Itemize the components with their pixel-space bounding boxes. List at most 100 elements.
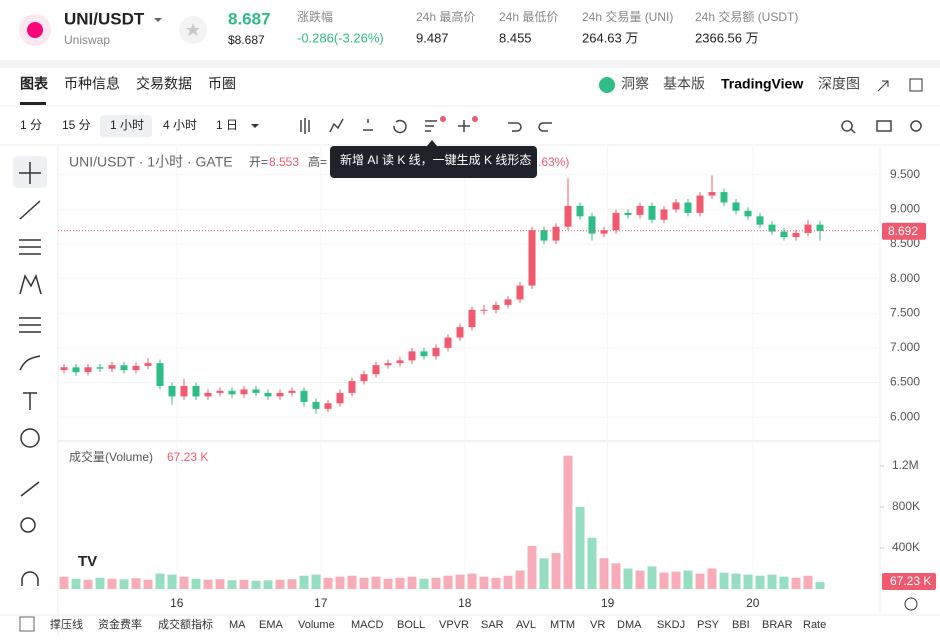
tool-line[interactable] xyxy=(19,200,41,220)
volume-bar xyxy=(323,577,333,589)
stat-value: 264.63 万 xyxy=(582,30,638,45)
tool-zoom[interactable] xyxy=(20,517,36,533)
tool-magnet[interactable] xyxy=(21,571,39,586)
indicator[interactable]: 撑压线 xyxy=(50,617,83,631)
toolbar-icon[interactable] xyxy=(458,120,470,132)
interval[interactable]: 1 小时 xyxy=(110,118,144,132)
interval-dropdown[interactable] xyxy=(251,124,259,128)
indicator[interactable]: 成交额指标 xyxy=(158,617,213,631)
settings[interactable] xyxy=(904,597,918,611)
interval[interactable]: 1 分 xyxy=(20,118,42,132)
tool-channel[interactable] xyxy=(19,239,41,255)
indicator[interactable]: BBI xyxy=(732,619,750,631)
candle-body xyxy=(552,226,560,241)
indicator[interactable]: Rate xyxy=(803,619,826,631)
view[interactable]: 洞察 xyxy=(621,76,649,92)
tv-logo-bg xyxy=(72,548,102,576)
pair-dropdown[interactable] xyxy=(154,18,162,22)
volume-bar xyxy=(407,576,417,589)
view[interactable]: 基本版 xyxy=(663,76,705,92)
volume-bar xyxy=(203,579,213,589)
indicator[interactable]: BRAR xyxy=(762,619,793,631)
tool-pattern[interactable] xyxy=(19,273,42,295)
y-tick-label: 6.000 xyxy=(890,409,920,423)
last-price-label: 8.692 xyxy=(888,224,918,238)
indicator[interactable]: EMA xyxy=(259,619,284,631)
volume-bar xyxy=(215,579,225,589)
toolbar-icon[interactable] xyxy=(910,120,922,132)
toolbar-icon[interactable] xyxy=(538,122,552,132)
volume-legend-name: 成交量(Volume) xyxy=(69,449,153,464)
indicator[interactable]: AVL xyxy=(516,619,536,631)
indicator[interactable]: PSY xyxy=(697,619,720,631)
volume-bar xyxy=(179,576,189,589)
toolbar-icon[interactable] xyxy=(300,118,310,134)
interval[interactable]: 15 分 xyxy=(62,118,91,132)
toolbar-icon[interactable] xyxy=(841,120,856,134)
tab[interactable]: 币种信息 xyxy=(64,76,120,92)
indicator[interactable]: MACD xyxy=(351,619,383,631)
tool-crosshair[interactable] xyxy=(19,162,41,184)
candle-body xyxy=(216,390,224,393)
star-icon xyxy=(186,23,200,36)
volume-bar xyxy=(755,575,765,589)
candle-body xyxy=(288,390,296,393)
tool-emoji[interactable] xyxy=(20,428,40,448)
toolbar-icon[interactable] xyxy=(508,122,522,132)
tool-ruler[interactable] xyxy=(20,481,40,497)
tool-brush[interactable] xyxy=(19,355,41,371)
indicator[interactable]: BOLL xyxy=(397,619,425,631)
volume-bar xyxy=(599,558,609,589)
volume-bar xyxy=(791,577,801,589)
tab[interactable]: 图表 xyxy=(20,76,49,92)
candle-body xyxy=(732,202,740,211)
tool-fib[interactable] xyxy=(19,317,41,333)
window[interactable] xyxy=(909,78,923,92)
stat-value: -0.286(-3.26%) xyxy=(297,30,384,45)
tab[interactable]: 币圈 xyxy=(208,76,236,92)
volume-bar xyxy=(503,575,513,589)
toolbar-icon[interactable] xyxy=(393,119,407,134)
y-tick-label: 6.500 xyxy=(890,375,920,389)
toolbar-icon[interactable] xyxy=(425,120,437,132)
x-tick-label: 18 xyxy=(458,596,472,610)
volume-bar xyxy=(455,574,465,589)
indicator[interactable]: VPVR xyxy=(439,619,469,631)
volume-bar xyxy=(347,575,357,589)
separator xyxy=(0,60,940,68)
tool-text[interactable] xyxy=(23,392,37,410)
volume-bar xyxy=(803,575,813,589)
interval[interactable]: 1 日 xyxy=(216,118,238,132)
volume-bar xyxy=(299,575,309,589)
indicator[interactable]: MA xyxy=(229,619,246,631)
indicator[interactable]: SAR xyxy=(481,619,504,631)
legend-high-label: 高= xyxy=(308,154,327,169)
view[interactable]: TradingView xyxy=(721,76,803,92)
candle-body xyxy=(84,367,92,373)
indicator[interactable]: SKDJ xyxy=(657,619,685,631)
candle-body xyxy=(372,365,380,375)
fullscreen[interactable] xyxy=(877,80,889,92)
candle-body xyxy=(720,192,728,203)
pair[interactable]: UNI/USDT xyxy=(64,9,145,28)
view[interactable]: 深度图 xyxy=(818,76,860,92)
volume-bar xyxy=(515,570,525,589)
volume-bar xyxy=(263,580,273,589)
interval[interactable]: 4 小时 xyxy=(163,118,197,132)
candle-body xyxy=(612,212,620,231)
indicator[interactable]: MTM xyxy=(550,619,575,631)
indicator-box[interactable] xyxy=(19,616,35,632)
candle-body xyxy=(756,216,764,225)
indicator[interactable]: DMA xyxy=(617,619,642,631)
candle-body xyxy=(120,365,128,371)
tab[interactable]: 交易数据 xyxy=(136,76,192,92)
toolbar-icon[interactable] xyxy=(363,119,373,131)
indicator[interactable]: 资金费率 xyxy=(98,617,142,631)
indicator[interactable]: VR xyxy=(590,619,605,631)
toolbar-icon[interactable] xyxy=(329,118,344,133)
toolbar-icon[interactable] xyxy=(876,120,892,132)
candle-body xyxy=(192,385,200,397)
stat-label: 24h 交易量 (UNI) xyxy=(582,9,673,24)
indicator[interactable]: Volume xyxy=(298,619,335,631)
